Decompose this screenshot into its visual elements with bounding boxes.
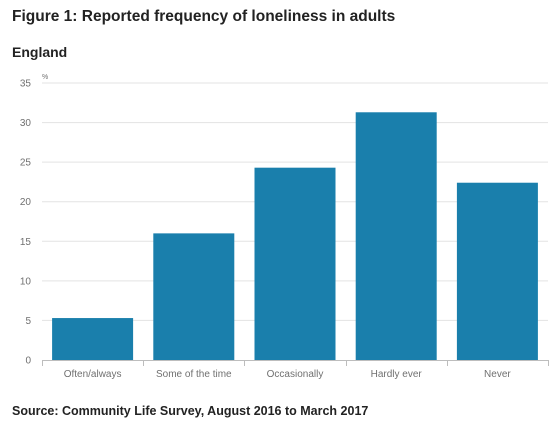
- x-tick-label: Occasionally: [267, 369, 324, 380]
- y-tick-label: 15: [20, 237, 32, 248]
- x-axis: [42, 360, 549, 366]
- y-tick-label: 10: [20, 276, 32, 287]
- bar-hardly-ever: [355, 112, 437, 360]
- x-tick-label: Often/always: [64, 369, 122, 380]
- source-note: Source: Community Life Survey, August 20…: [12, 404, 369, 418]
- y-tick-label: 35: [20, 79, 32, 90]
- bar-chart: 0 5 10 15 20 25 30 35 % Often/always Some of the…: [20, 74, 549, 380]
- bar-some-of-the-time: [153, 233, 235, 360]
- y-tick-label: 0: [25, 356, 31, 367]
- y-tick-label: 25: [20, 158, 32, 169]
- bar-never: [456, 182, 538, 360]
- x-tick-label: Never: [484, 369, 511, 380]
- y-axis-unit-label: %: [42, 74, 48, 81]
- x-tick-label: Some of the time: [156, 369, 232, 380]
- bar-occasionally: [254, 167, 336, 360]
- x-tick-label: Hardly ever: [371, 369, 423, 380]
- chart-subtitle: England: [12, 44, 68, 60]
- bars: [52, 112, 538, 360]
- x-tick-labels: Often/always Some of the time Occasionally…: [64, 369, 512, 380]
- chart-title: Figure 1: Reported frequency of loneline…: [12, 8, 396, 25]
- bar-often-always: [52, 318, 134, 360]
- y-tick-label: 30: [20, 118, 32, 129]
- y-tick-label: 20: [20, 197, 32, 208]
- y-tick-label: 5: [25, 316, 31, 327]
- y-tick-labels: 0 5 10 15 20 25 30 35: [20, 79, 32, 367]
